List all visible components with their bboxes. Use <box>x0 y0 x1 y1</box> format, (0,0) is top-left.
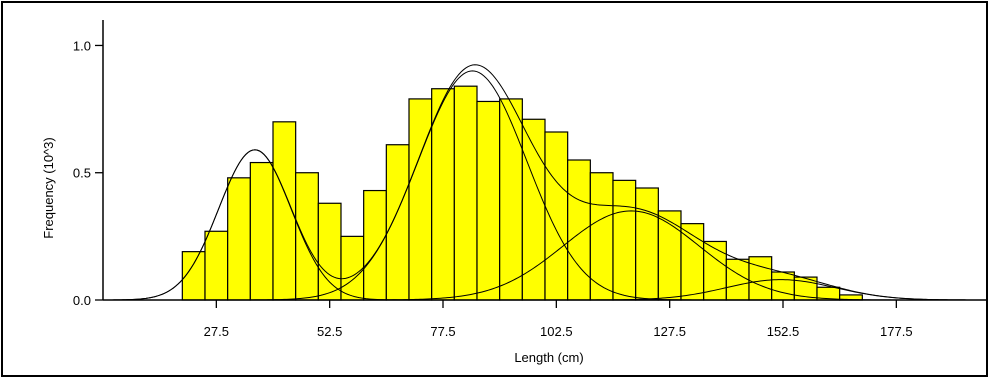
x-tick-label: 52.5 <box>317 324 342 339</box>
histogram-bar <box>544 131 569 301</box>
x-tick-label: 127.5 <box>653 324 686 339</box>
x-tick-label: 177.5 <box>880 324 913 339</box>
histogram-bar <box>567 159 591 301</box>
x-ticks: 27.5 52.5 77.5 102.5 127.5 152.5 177.5 <box>204 300 913 339</box>
histogram-bar <box>295 172 319 301</box>
histogram-bar <box>204 230 229 301</box>
histogram-bar <box>431 88 455 301</box>
histogram-bar <box>771 271 795 301</box>
histogram-bar <box>453 85 478 301</box>
y-axis-label: Frequency (10^3) <box>41 137 56 238</box>
histogram-bar <box>635 187 659 301</box>
histogram-bar <box>249 161 274 301</box>
histogram-bar <box>317 202 342 301</box>
x-tick-label: 152.5 <box>767 324 800 339</box>
histogram-bar <box>227 177 251 301</box>
x-axis-label: Length (cm) <box>514 350 583 365</box>
histogram-bar <box>725 258 750 301</box>
histogram-bar <box>612 179 637 301</box>
x-tick-label: 27.5 <box>204 324 229 339</box>
y-tick-label: 0.0 <box>73 293 91 308</box>
histogram-bars <box>181 85 863 301</box>
histogram-bar <box>748 256 773 301</box>
x-tick-label: 102.5 <box>540 324 573 339</box>
histogram-bar <box>340 235 365 301</box>
axes <box>102 20 987 301</box>
y-tick-label: 1.0 <box>73 38 91 53</box>
y-tick-label: 0.5 <box>73 166 91 181</box>
y-ticks: 0.0 0.5 1.0 <box>73 38 103 308</box>
histogram-bar <box>363 189 387 301</box>
histogram-bar <box>703 240 727 301</box>
histogram-bar <box>408 98 433 301</box>
histogram-bar <box>385 144 410 301</box>
total-fit-curve <box>102 64 987 301</box>
histogram-bar <box>499 98 523 301</box>
histogram-bar <box>476 100 501 301</box>
x-tick-label: 77.5 <box>430 324 455 339</box>
